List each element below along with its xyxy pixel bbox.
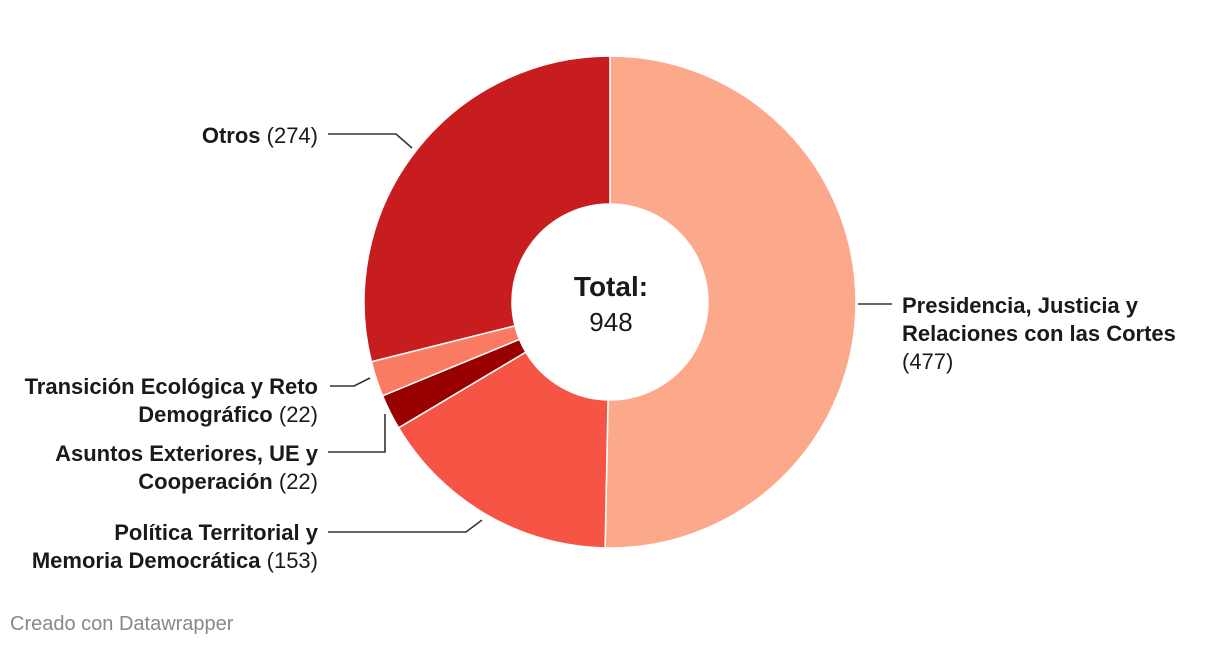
slice-label: Asuntos Exteriores, UE y Cooperación (22)	[55, 441, 319, 494]
donut-slice	[363, 55, 611, 363]
donut-slice	[604, 55, 857, 549]
slice-labels: Presidencia, Justicia y Relaciones con la…	[25, 123, 1176, 573]
slice-label: Política Territorial y Memoria Democrátic…	[32, 520, 319, 573]
center-total-label: Total:	[574, 271, 648, 302]
donut-slice	[397, 351, 609, 549]
leader-line	[328, 133, 413, 149]
slice-label: Presidencia, Justicia y Relaciones con la…	[902, 293, 1176, 374]
leader-line	[328, 519, 483, 533]
slice-label: Otros (274)	[202, 123, 318, 148]
slice-label: Transición Ecológica y Reto Demográfico (…	[25, 374, 318, 427]
leader-line	[330, 377, 371, 387]
leader-lines	[328, 133, 892, 533]
center-total-value: 948	[589, 307, 632, 337]
slices	[363, 55, 857, 549]
credit-text: Creado con Datawrapper	[10, 613, 234, 635]
leader-line	[328, 414, 386, 453]
